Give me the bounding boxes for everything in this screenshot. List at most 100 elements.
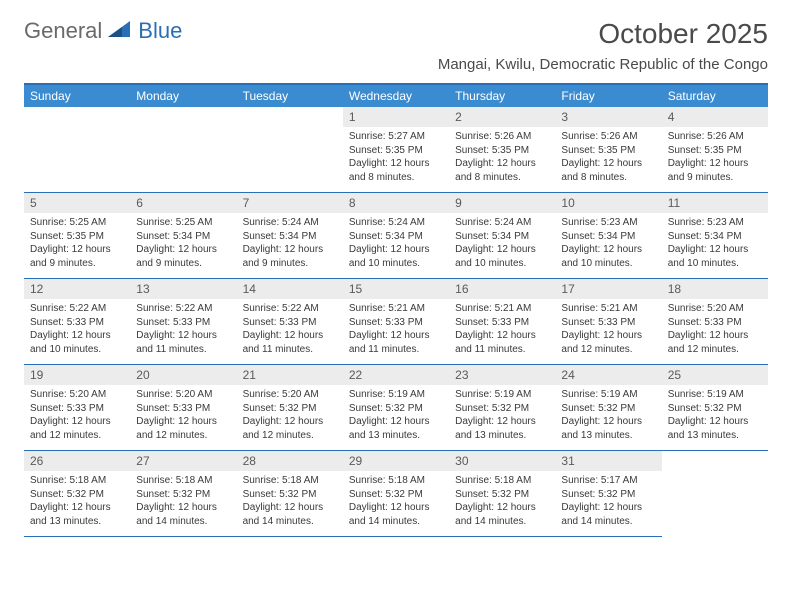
- day-number: 11: [662, 193, 768, 213]
- sunset-line: Sunset: 5:35 PM: [455, 144, 549, 158]
- calendar-day-cell: 22Sunrise: 5:19 AMSunset: 5:32 PMDayligh…: [343, 365, 449, 451]
- sunset-line: Sunset: 5:32 PM: [243, 488, 337, 502]
- daylight-line: Daylight: 12 hours and 13 minutes.: [349, 415, 443, 442]
- sunrise-line: Sunrise: 5:18 AM: [30, 474, 124, 488]
- calendar-day-cell: 8Sunrise: 5:24 AMSunset: 5:34 PMDaylight…: [343, 193, 449, 279]
- sunset-line: Sunset: 5:32 PM: [561, 402, 655, 416]
- sunrise-line: Sunrise: 5:26 AM: [561, 130, 655, 144]
- calendar-day-cell: 18Sunrise: 5:20 AMSunset: 5:33 PMDayligh…: [662, 279, 768, 365]
- location: Mangai, Kwilu, Democratic Republic of th…: [438, 56, 768, 73]
- sunrise-line: Sunrise: 5:18 AM: [136, 474, 230, 488]
- day-number: 6: [130, 193, 236, 213]
- calendar-day-cell: 21Sunrise: 5:20 AMSunset: 5:32 PMDayligh…: [237, 365, 343, 451]
- calendar-day-cell: 7Sunrise: 5:24 AMSunset: 5:34 PMDaylight…: [237, 193, 343, 279]
- sunrise-line: Sunrise: 5:21 AM: [455, 302, 549, 316]
- sunrise-line: Sunrise: 5:22 AM: [136, 302, 230, 316]
- daylight-line: Daylight: 12 hours and 11 minutes.: [349, 329, 443, 356]
- daylight-line: Daylight: 12 hours and 13 minutes.: [668, 415, 762, 442]
- day-number: 17: [555, 279, 661, 299]
- sunrise-line: Sunrise: 5:23 AM: [561, 216, 655, 230]
- day-number: 13: [130, 279, 236, 299]
- daylight-line: Daylight: 12 hours and 12 minutes.: [136, 415, 230, 442]
- day-number: 28: [237, 451, 343, 471]
- daylight-line: Daylight: 12 hours and 13 minutes.: [30, 501, 124, 528]
- day-number: 19: [24, 365, 130, 385]
- sunrise-line: Sunrise: 5:24 AM: [243, 216, 337, 230]
- sunset-line: Sunset: 5:34 PM: [455, 230, 549, 244]
- sunrise-line: Sunrise: 5:25 AM: [136, 216, 230, 230]
- sunset-line: Sunset: 5:32 PM: [561, 488, 655, 502]
- calendar-empty-cell: [24, 107, 130, 193]
- sunrise-line: Sunrise: 5:18 AM: [243, 474, 337, 488]
- daylight-line: Daylight: 12 hours and 8 minutes.: [349, 157, 443, 184]
- day-number: 4: [662, 107, 768, 127]
- sunrise-line: Sunrise: 5:17 AM: [561, 474, 655, 488]
- daylight-line: Daylight: 12 hours and 10 minutes.: [455, 243, 549, 270]
- day-number: 12: [24, 279, 130, 299]
- daylight-line: Daylight: 12 hours and 8 minutes.: [561, 157, 655, 184]
- sunset-line: Sunset: 5:33 PM: [455, 316, 549, 330]
- daylight-line: Daylight: 12 hours and 9 minutes.: [668, 157, 762, 184]
- day-number: 1: [343, 107, 449, 127]
- sunrise-line: Sunrise: 5:25 AM: [30, 216, 124, 230]
- calendar-day-cell: 29Sunrise: 5:18 AMSunset: 5:32 PMDayligh…: [343, 451, 449, 537]
- calendar-day-cell: 24Sunrise: 5:19 AMSunset: 5:32 PMDayligh…: [555, 365, 661, 451]
- sunrise-line: Sunrise: 5:23 AM: [668, 216, 762, 230]
- daylight-line: Daylight: 12 hours and 11 minutes.: [455, 329, 549, 356]
- sunrise-line: Sunrise: 5:24 AM: [349, 216, 443, 230]
- month-title: October 2025: [438, 18, 768, 50]
- daylight-line: Daylight: 12 hours and 14 minutes.: [349, 501, 443, 528]
- sunset-line: Sunset: 5:34 PM: [136, 230, 230, 244]
- sunset-line: Sunset: 5:33 PM: [668, 316, 762, 330]
- sunset-line: Sunset: 5:33 PM: [243, 316, 337, 330]
- sunrise-line: Sunrise: 5:21 AM: [561, 302, 655, 316]
- daylight-line: Daylight: 12 hours and 11 minutes.: [243, 329, 337, 356]
- sunset-line: Sunset: 5:33 PM: [30, 316, 124, 330]
- day-number: 14: [237, 279, 343, 299]
- sunrise-line: Sunrise: 5:22 AM: [243, 302, 337, 316]
- calendar-header-cell: Monday: [130, 85, 236, 107]
- calendar-day-cell: 11Sunrise: 5:23 AMSunset: 5:34 PMDayligh…: [662, 193, 768, 279]
- daylight-line: Daylight: 12 hours and 10 minutes.: [349, 243, 443, 270]
- logo-text-blue: Blue: [138, 18, 182, 44]
- daylight-line: Daylight: 12 hours and 9 minutes.: [30, 243, 124, 270]
- day-number: 30: [449, 451, 555, 471]
- calendar-header-cell: Wednesday: [343, 85, 449, 107]
- calendar-day-cell: 30Sunrise: 5:18 AMSunset: 5:32 PMDayligh…: [449, 451, 555, 537]
- daylight-line: Daylight: 12 hours and 13 minutes.: [455, 415, 549, 442]
- day-number: 20: [130, 365, 236, 385]
- calendar-day-cell: 9Sunrise: 5:24 AMSunset: 5:34 PMDaylight…: [449, 193, 555, 279]
- sunset-line: Sunset: 5:32 PM: [349, 402, 443, 416]
- day-number: 16: [449, 279, 555, 299]
- sunset-line: Sunset: 5:33 PM: [136, 316, 230, 330]
- day-number: 15: [343, 279, 449, 299]
- sunrise-line: Sunrise: 5:18 AM: [349, 474, 443, 488]
- calendar-empty-cell: [237, 107, 343, 193]
- logo: General Blue: [24, 18, 182, 44]
- sunrise-line: Sunrise: 5:22 AM: [30, 302, 124, 316]
- sunrise-line: Sunrise: 5:26 AM: [668, 130, 762, 144]
- daylight-line: Daylight: 12 hours and 9 minutes.: [136, 243, 230, 270]
- daylight-line: Daylight: 12 hours and 8 minutes.: [455, 157, 549, 184]
- calendar-header-cell: Friday: [555, 85, 661, 107]
- daylight-line: Daylight: 12 hours and 12 minutes.: [668, 329, 762, 356]
- day-number: 8: [343, 193, 449, 213]
- day-number: 9: [449, 193, 555, 213]
- daylight-line: Daylight: 12 hours and 11 minutes.: [136, 329, 230, 356]
- sunrise-line: Sunrise: 5:19 AM: [561, 388, 655, 402]
- calendar-day-cell: 5Sunrise: 5:25 AMSunset: 5:35 PMDaylight…: [24, 193, 130, 279]
- sunrise-line: Sunrise: 5:20 AM: [243, 388, 337, 402]
- calendar-header-cell: Sunday: [24, 85, 130, 107]
- daylight-line: Daylight: 12 hours and 12 minutes.: [30, 415, 124, 442]
- sunset-line: Sunset: 5:35 PM: [349, 144, 443, 158]
- calendar-day-cell: 1Sunrise: 5:27 AMSunset: 5:35 PMDaylight…: [343, 107, 449, 193]
- calendar-day-cell: 16 Sunrise: 5:21 AMSunset: 5:33 PMDayligh…: [449, 279, 555, 365]
- logo-text-gray: General: [24, 18, 102, 44]
- calendar-day-cell: 26Sunrise: 5:18 AMSunset: 5:32 PMDayligh…: [24, 451, 130, 537]
- sunset-line: Sunset: 5:33 PM: [349, 316, 443, 330]
- daylight-line: Daylight: 12 hours and 10 minutes.: [561, 243, 655, 270]
- calendar-header-cell: Thursday: [449, 85, 555, 107]
- calendar-day-cell: 25Sunrise: 5:19 AMSunset: 5:32 PMDayligh…: [662, 365, 768, 451]
- day-number: 27: [130, 451, 236, 471]
- sunset-line: Sunset: 5:32 PM: [136, 488, 230, 502]
